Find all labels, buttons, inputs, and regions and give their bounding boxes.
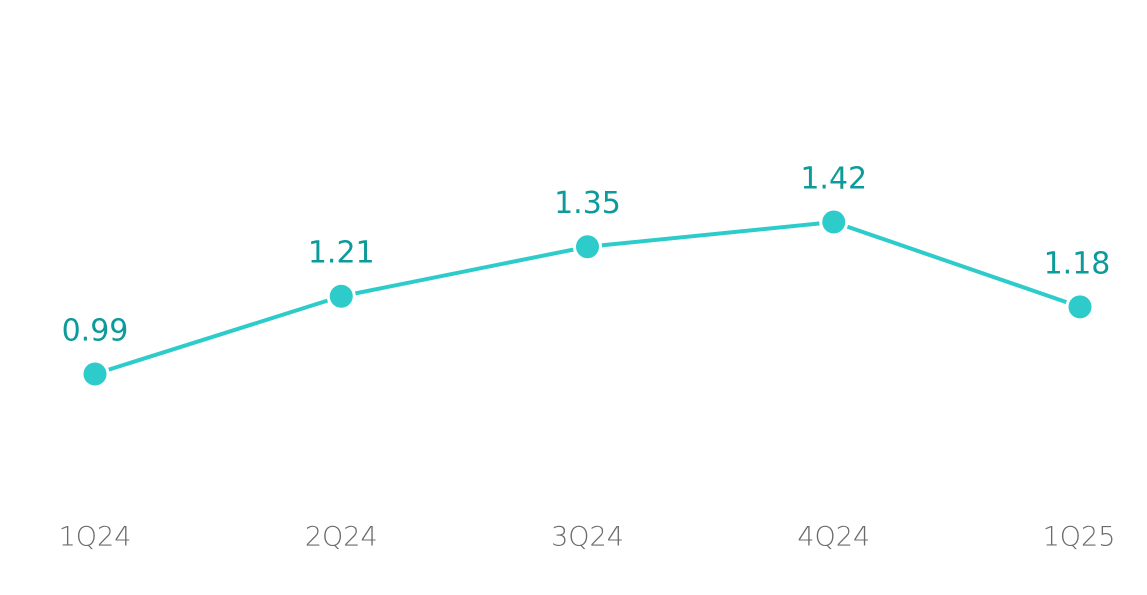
data-point [1065, 292, 1095, 322]
value-label: 1.35 [554, 186, 621, 221]
value-label: 1.18 [1044, 246, 1111, 281]
value-label: 0.99 [62, 314, 129, 349]
data-point [326, 281, 356, 311]
x-tick-label: 1Q25 [1043, 522, 1116, 553]
value-label: 1.42 [800, 162, 867, 197]
x-tick-label: 2Q24 [305, 522, 378, 553]
data-point [819, 207, 849, 237]
data-point [573, 232, 602, 262]
data-point [80, 359, 110, 389]
value-label: 1.21 [308, 236, 375, 271]
x-tick-label: 1Q24 [59, 522, 132, 553]
x-tick-label: 3Q24 [551, 522, 624, 553]
x-tick-label: 4Q24 [797, 522, 870, 553]
